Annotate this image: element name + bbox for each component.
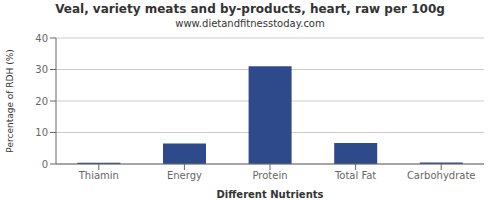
html-text:Veal, variety meats and by-pro: Veal, variety meats and by-products, hea… (55, 2, 445, 16)
svg-text:20: 20 (35, 96, 48, 107)
svg-text:0: 0 (42, 159, 48, 170)
svg-text:Carbohydrate: Carbohydrate (407, 170, 476, 181)
svg-text:30: 30 (35, 64, 48, 75)
svg-text:40: 40 (35, 33, 48, 44)
svg-text:10: 10 (35, 127, 48, 138)
svg-text:Percentage of RDH (%): Percentage of RDH (%) (8, 49, 15, 152)
svg-text:Thiamin: Thiamin (78, 170, 119, 181)
svg-text:Energy: Energy (167, 170, 202, 181)
html-text:www.dietandfitnesstoday.com: www.dietandfitnesstoday.com (175, 18, 325, 29)
svg-text:Protein: Protein (252, 170, 287, 181)
svg-text:Different Nutrients: Different Nutrients (217, 189, 324, 200)
svg-text:Total Fat: Total Fat (334, 170, 376, 181)
